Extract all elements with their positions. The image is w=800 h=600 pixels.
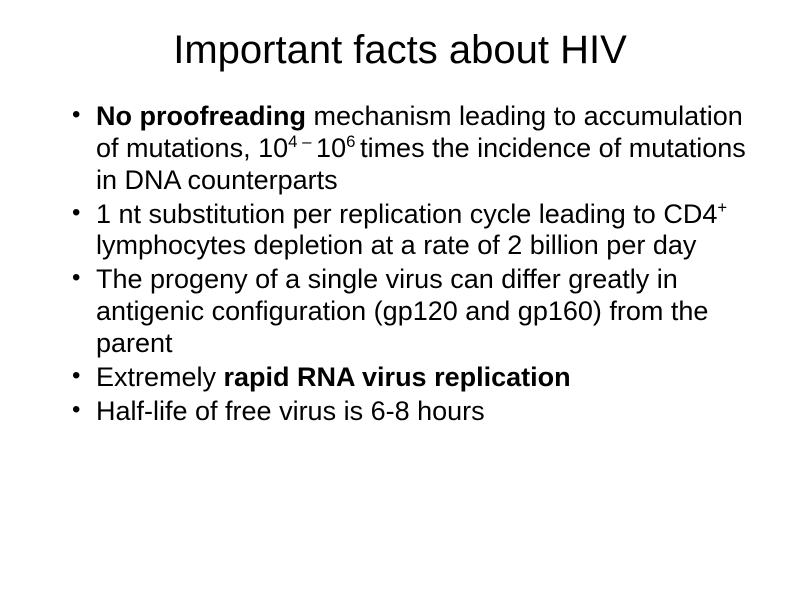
text-run: 1 nt substitution per replication cycle …: [96, 199, 717, 229]
bullet-item: Extremely rapid RNA virus replication: [78, 362, 750, 394]
slide-title: Important facts about HIV: [50, 28, 750, 73]
text-run: 4 –: [288, 132, 316, 151]
text-run: lymphocytes depletion at a rate of 2 bil…: [96, 230, 696, 260]
bullet-item: No proofreading mechanism leading to acc…: [78, 101, 750, 197]
text-run: No proofreading: [96, 101, 306, 131]
text-run: 6: [346, 132, 360, 151]
slide: Important facts about HIV No proofreadin…: [0, 0, 800, 600]
text-run: Extremely: [96, 362, 224, 392]
text-run: +: [717, 198, 727, 217]
bullet-item: Half-life of free virus is 6-8 hours: [78, 396, 750, 428]
bullet-item: 1 nt substitution per replication cycle …: [78, 199, 750, 263]
text-run: The progeny of a single virus can differ…: [96, 264, 708, 358]
text-run: rapid RNA virus replication: [224, 362, 571, 392]
text-run: Half-life of free virus is 6-8 hours: [96, 396, 485, 426]
bullet-list: No proofreading mechanism leading to acc…: [50, 101, 750, 428]
text-run: 10: [316, 133, 346, 163]
bullet-item: The progeny of a single virus can differ…: [78, 264, 750, 360]
